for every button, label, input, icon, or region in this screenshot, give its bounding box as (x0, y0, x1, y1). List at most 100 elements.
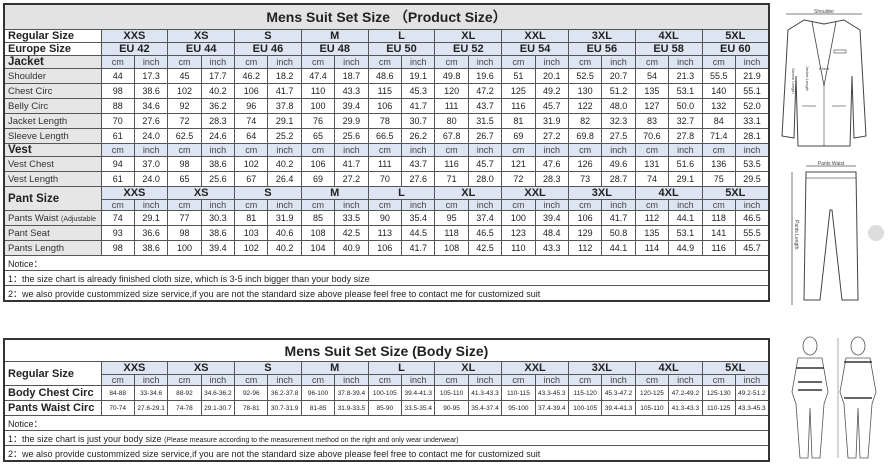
size-xs: XS (167, 186, 236, 200)
value-cell: 120 (434, 83, 469, 99)
unit-inch: inch (334, 55, 369, 69)
value-cell: 42.5 (334, 225, 369, 241)
value-cell: 45.7 (534, 98, 569, 114)
unit-inch: inch (401, 143, 436, 157)
value-cell: 19.1 (401, 68, 436, 84)
unit-inch: inch (334, 374, 369, 386)
row-label: Pant Seat (3, 225, 102, 241)
value-cell: 31.9-33.5 (334, 400, 369, 416)
value-cell: 54 (634, 68, 670, 84)
europe-size-label: Europe Size (3, 42, 102, 56)
value-cell: 29.1-30.7 (200, 400, 236, 416)
unit-inch: inch (133, 55, 169, 69)
value-cell: 27.6 (133, 113, 169, 129)
value-cell: 25.2 (267, 128, 302, 144)
value-cell: 125 (501, 83, 536, 99)
title-row: Mens Suit Set Size （Product Size） (3, 3, 770, 30)
table-row: Pants Waist Circ 70-74 27.6-29.1 74-78 29.1-… (3, 400, 770, 416)
unit-cm: cm (367, 143, 403, 157)
shoulder-label: Shoulder (814, 9, 834, 15)
row-label-text: Pants Waist (8, 212, 59, 224)
value-cell: 85 (300, 210, 336, 226)
value-cell: 130 (567, 83, 603, 99)
europe-size-row: Europe Size EU 42 EU 44 EU 46 EU 48 EU 50 EU 5… (3, 42, 770, 56)
value-cell: 35.4-37.4 (467, 400, 503, 416)
body-measurement-diagram (791, 336, 877, 459)
value-cell: 76 (300, 113, 336, 129)
unit-inch: inch (601, 55, 636, 69)
chest-label: Chest (819, 66, 830, 71)
value-cell: 92-96 (234, 385, 269, 401)
note-1: 1：the size chart is already finished clo… (3, 270, 770, 286)
europe-size: EU 42 (100, 42, 169, 56)
value-cell: 34.6-36.2 (200, 385, 236, 401)
value-cell: 62.5 (167, 128, 202, 144)
title-row: Mens Suit Set Size (Body Size) (3, 338, 770, 362)
size-5xl: 5XL (701, 186, 770, 200)
value-cell: 43.3-45.3 (534, 385, 569, 401)
size-xxs: XXS (100, 186, 169, 200)
scroll-button[interactable] (868, 225, 884, 241)
value-cell: 100-105 (567, 400, 603, 416)
body-size-table: Mens Suit Set Size (Body Size) Regular Si… (3, 338, 770, 462)
unit-inch: inch (668, 55, 703, 69)
notice-row: Notice： (3, 415, 770, 431)
value-cell: 50.0 (668, 98, 703, 114)
value-cell: 37.4 (467, 210, 503, 226)
value-cell: 106 (234, 83, 269, 99)
value-cell: 125-130 (701, 385, 736, 401)
value-cell: 44 (100, 68, 135, 84)
unit-cm: cm (167, 199, 202, 211)
product-size-table: Mens Suit Set Size （Product Size） Regular… (3, 3, 771, 302)
value-cell: 28.1 (734, 128, 770, 144)
size-header-row: Regular Size XXS XS S M L XL XXL 3XL 4XL 5XL (3, 361, 770, 386)
value-cell: 41.7 (401, 240, 436, 256)
value-cell: 45.3 (401, 83, 436, 99)
value-cell: 65 (300, 128, 336, 144)
value-cell: 27.8 (668, 128, 703, 144)
size-3xl: 3XL (567, 361, 636, 375)
value-cell: 43.3-45.3 (734, 400, 770, 416)
size-xxl: XXL (501, 186, 569, 200)
unit-cm: cm (501, 199, 536, 211)
value-cell: 38.6 (200, 225, 236, 241)
value-cell: 111 (434, 98, 469, 114)
value-cell: 75 (701, 171, 736, 187)
value-cell: 48.0 (601, 98, 636, 114)
unit-cm: cm (167, 374, 202, 386)
value-cell: 32.7 (668, 113, 703, 129)
value-cell: 96-100 (300, 385, 336, 401)
value-cell: 84 (701, 113, 736, 129)
value-cell: 21.9 (734, 68, 770, 84)
size-xl: XL (434, 186, 503, 200)
size-header-row: Pant Size XXS XS S M L XL XXL 3XL 4XL 5XL (3, 186, 770, 211)
value-cell: 69 (501, 128, 536, 144)
value-cell: 67.8 (434, 128, 469, 144)
value-cell: 100-105 (367, 385, 403, 401)
size-xxl: XXL (501, 29, 569, 43)
value-cell: 27.6-29.1 (133, 400, 169, 416)
value-cell: 47.6 (534, 156, 569, 172)
value-cell: 44.1 (668, 210, 703, 226)
value-cell: 103 (234, 225, 269, 241)
table-row: Sleeve Length 61 24.0 62.5 24.6 64 25.2 65 25.6 6… (3, 128, 770, 144)
value-cell: 29.9 (334, 113, 369, 129)
value-cell: 92 (167, 98, 202, 114)
value-cell: 78 (367, 113, 403, 129)
pants-diagram: Pants Waist Pants Length (791, 161, 859, 305)
value-cell: 27.2 (534, 128, 569, 144)
value-cell: 36.2-37.8 (267, 385, 302, 401)
value-cell: 100 (167, 240, 202, 256)
value-cell: 50.8 (601, 225, 636, 241)
unit-inch: inch (200, 199, 236, 211)
row-label: Vest Chest (3, 156, 102, 172)
unit-inch: inch (467, 199, 503, 211)
unit-inch: inch (334, 143, 369, 157)
value-cell: 74 (634, 171, 670, 187)
unit-cm: cm (567, 143, 603, 157)
value-cell: 106 (300, 156, 336, 172)
europe-size: EU 52 (434, 42, 503, 56)
unit-cm: cm (234, 199, 269, 211)
regular-size-label: Regular Size (3, 29, 102, 43)
size-s: S (234, 186, 302, 200)
